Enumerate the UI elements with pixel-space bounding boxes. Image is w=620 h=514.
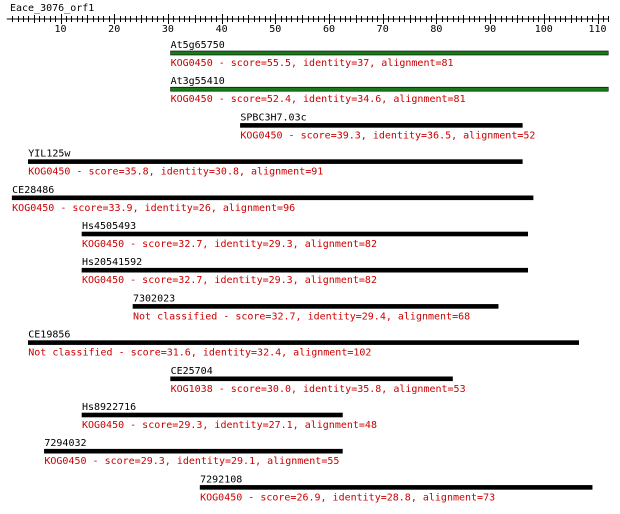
hit-info: KOG0450 - score=32.7, identity=29.3, ali… [82,239,377,250]
hit-name[interactable]: Hs8922716 [82,402,136,413]
hit-name[interactable]: CE28486 [12,185,54,196]
hit-row: CE28486 KOG0450 - score=33.9, identity=26… [11,185,534,214]
hit-row: SPBC3H7.03c KOG0450 - score=39.3, identit… [240,112,535,141]
hit-row: 7294032 KOG0450 - score=29.3, identity=29… [44,438,343,467]
hit-row: CE25704 KOG1038 - score=30.0, identity=35… [170,366,466,395]
axis-tick-label: 10 [54,24,66,35]
hit-info: KOG0450 - score=29.3, identity=27.1, ali… [82,420,377,431]
hit-info: KOG0450 - score=39.3, identity=36.5, ali… [240,130,535,141]
hit-info: Not classified - score=31.6, identity=32… [28,348,371,359]
hit-row: Hs8922716 KOG0450 - score=29.3, identity=… [81,402,377,431]
hit-name[interactable]: Hs4505493 [82,221,136,232]
hit-bar[interactable] [240,123,523,128]
hit-bar[interactable] [81,231,528,237]
hit-row: Hs20541592 KOG0450 - score=32.7, identity… [81,257,528,286]
hit-name[interactable]: CE25704 [171,366,213,377]
hit-list: At5g65750 KOG0450 - score=55.5, identity=… [11,40,609,503]
hit-row: 7292108 KOG0450 - score=26.9, identity=28… [199,474,593,503]
hit-bar[interactable] [81,412,343,418]
hit-name[interactable]: 7292108 [200,474,242,485]
hit-name[interactable]: At3g55410 [171,76,225,87]
hit-bar[interactable] [170,86,609,92]
hit-bar[interactable] [199,485,593,490]
hit-name[interactable]: 7302023 [133,293,175,304]
sequence-axis: 10 20 30 40 50 60 70 80 90 100 110 [6,14,609,35]
hit-info: KOG0450 - score=26.9, identity=28.8, ali… [200,492,495,503]
axis-tick-label: 30 [162,24,174,35]
hit-name[interactable]: Hs20541592 [82,257,142,268]
hit-name[interactable]: CE19856 [28,330,70,341]
hit-row: Hs4505493 KOG0450 - score=32.7, identity=… [81,221,528,250]
hit-name[interactable]: At5g65750 [171,40,225,51]
hit-bar[interactable] [27,340,580,345]
hit-bar[interactable] [11,195,534,201]
hit-bar[interactable] [44,448,343,454]
query-name: Eace_3076_orf1 [10,3,94,14]
hit-info: KOG1038 - score=30.0, identity=35.8, ali… [171,384,466,395]
axis-tick-label: 100 [535,24,553,35]
axis-tick-label: 70 [377,24,389,35]
hit-info: KOG0450 - score=52.4, identity=34.6, ali… [171,94,466,105]
axis-tick-label: 60 [323,24,335,35]
hit-bar[interactable] [81,267,528,273]
axis-tick-label: 50 [269,24,281,35]
axis-tick-label: 110 [588,24,606,35]
axis-tick-label: 20 [108,24,120,35]
hit-bar[interactable] [132,304,499,309]
hit-info: KOG0450 - score=29.3, identity=29.1, ali… [44,456,339,467]
hit-row: CE19856 Not classified - score=31.6, iden… [27,330,580,359]
hit-info: KOG0450 - score=33.9, identity=26, align… [12,203,295,214]
hit-info: KOG0450 - score=32.7, identity=29.3, ali… [82,275,377,286]
axis-tick-label: 80 [430,24,442,35]
hit-row: At3g55410 KOG0450 - score=52.4, identity=… [170,76,609,105]
hit-bar[interactable] [170,376,453,382]
axis-tick-label: 40 [216,24,228,35]
hit-bar[interactable] [27,159,523,164]
hit-name[interactable]: SPBC3H7.03c [240,112,306,123]
hit-row: YIL125w KOG0450 - score=35.8, identity=30… [27,149,523,178]
hit-info: KOG0450 - score=55.5, identity=37, align… [171,58,454,69]
hit-name[interactable]: 7294032 [44,438,86,449]
axis-tick-label: 90 [484,24,496,35]
hit-bar[interactable] [170,50,609,56]
hit-row: At5g65750 KOG0450 - score=55.5, identity=… [170,40,609,69]
hit-row: 7302023 Not classified - score=32.7, iden… [132,293,499,322]
hit-info: Not classified - score=32.7, identity=29… [133,311,470,322]
hit-name[interactable]: YIL125w [28,149,71,160]
hit-info: KOG0450 - score=35.8, identity=30.8, ali… [28,167,323,178]
